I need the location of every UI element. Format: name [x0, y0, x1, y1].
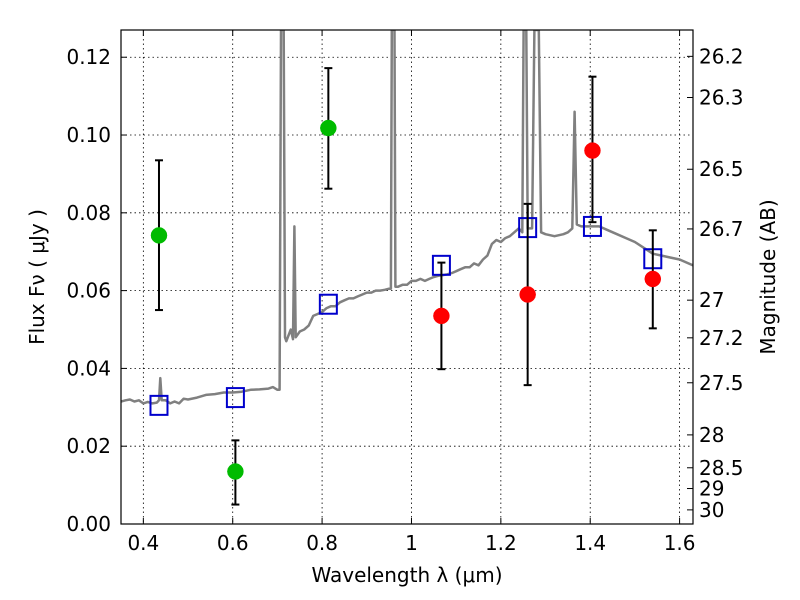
markers	[149, 67, 663, 506]
ticks: 0.4 0.6 0.8 1 1.2 1.4 1.6 0.00 0.02 0.04 0.06 0.08 0…	[66, 30, 744, 555]
x-tick-label: 1.4	[574, 531, 606, 555]
red-detection-point	[644, 270, 662, 288]
x-tick-label: 0.8	[306, 531, 338, 555]
y2-tick-label: 28	[699, 423, 724, 447]
plot-area	[121, 30, 693, 405]
green-detection-point	[320, 119, 337, 137]
y-tick-label: 0.12	[66, 45, 111, 69]
y2-tick-label: 26.3	[699, 85, 744, 109]
x-tick-label: 1.6	[664, 531, 696, 555]
y2-tick-label: 27.5	[699, 371, 744, 395]
red-detection-point	[584, 142, 601, 159]
x-tick-label: 0.6	[217, 531, 249, 555]
y2-tick-label: 26.5	[699, 157, 744, 181]
y-tick-label: 0.08	[66, 201, 111, 225]
red-detection-point	[519, 286, 536, 303]
y2-tick-label: 27.2	[699, 326, 744, 350]
x-tick-label: 1.2	[485, 531, 517, 555]
model-square-marker	[318, 293, 338, 315]
y-axis-title: Flux Fν ( μJy )	[25, 209, 49, 345]
y2-tick-label: 30	[699, 498, 724, 522]
y2-tick-label: 29	[699, 477, 724, 501]
red-detection-point	[433, 307, 450, 325]
y-tick-label: 0.06	[66, 279, 111, 303]
x-tick-label: 0.4	[127, 531, 159, 555]
y-tick-label: 0.10	[66, 123, 111, 147]
y2-tick-label: 26.2	[699, 44, 744, 68]
x-axis-title: Wavelength λ (μm)	[311, 563, 502, 587]
plot-background	[121, 30, 693, 524]
y-tick-label: 0.04	[66, 356, 111, 380]
y2-axis-title: Magnitude (AB)	[756, 199, 780, 354]
spectrum-line	[121, 30, 693, 405]
model-square-marker	[225, 387, 245, 409]
y-tick-label: 0.02	[66, 434, 111, 458]
y2-tick-label: 27	[699, 288, 724, 312]
y2-tick-label: 26.7	[699, 217, 744, 241]
plot-frame	[120, 29, 694, 525]
y-tick-label: 0.00	[66, 512, 111, 536]
x-tick-label: 1	[405, 531, 418, 555]
model-square-marker	[149, 394, 169, 416]
y2-tick-label: 28.5	[699, 456, 744, 480]
green-detection-point	[227, 463, 244, 480]
green-detection-point	[150, 227, 168, 244]
